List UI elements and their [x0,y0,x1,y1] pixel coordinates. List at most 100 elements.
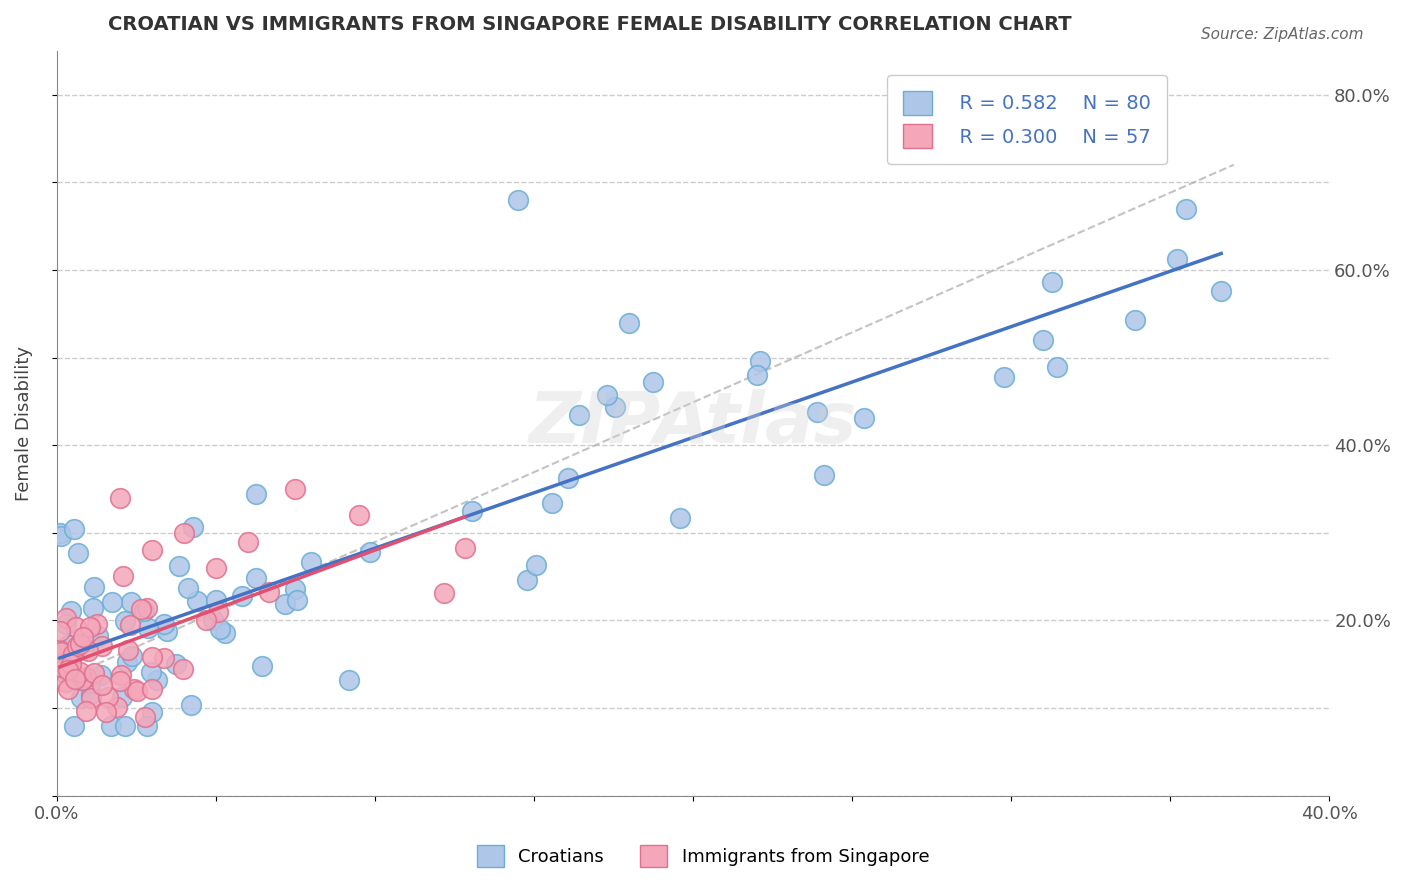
Y-axis label: Female Disability: Female Disability [15,346,32,500]
Point [605,400,627,414]
Point [284,582,307,596]
Point [541,496,564,510]
Point [66,546,89,560]
Point [82,600,104,615]
Point [49,651,72,665]
Text: ZIPAtlas: ZIPAtlas [529,389,858,458]
Point [51,529,73,543]
Point [87,629,110,643]
Point [177,581,200,595]
Point [136,719,159,733]
Point [111,569,134,583]
Point [55,666,77,681]
Point [86,617,108,632]
Point [165,657,187,672]
Point [245,571,267,585]
Point [120,595,142,609]
Point [110,491,132,505]
Point [125,684,148,698]
Point [80,687,103,701]
Point [748,354,770,368]
Point [91,678,114,692]
Point [83,665,105,680]
Point [433,586,456,600]
Point [79,620,101,634]
Point [72,673,94,687]
Point [257,584,280,599]
Point [49,526,72,541]
Point [55,675,77,690]
Point [1123,312,1146,326]
Point [1040,275,1063,289]
Point [806,404,828,418]
Point [208,622,231,636]
Point [204,561,226,575]
Point [207,605,229,619]
Point [619,316,641,330]
Point [138,621,160,635]
Point [105,699,128,714]
Point [63,719,86,733]
Point [1211,285,1233,299]
Point [70,691,93,706]
Point [90,668,112,682]
Point [114,614,136,628]
Point [60,604,83,618]
Text: CROATIAN VS IMMIGRANTS FROM SINGAPORE FEMALE DISABILITY CORRELATION CHART: CROATIAN VS IMMIGRANTS FROM SINGAPORE FE… [107,15,1071,34]
Point [1032,333,1054,347]
Point [180,698,202,712]
Point [186,594,208,608]
Point [91,640,114,654]
Point [141,681,163,696]
Point [205,593,228,607]
Point [337,673,360,687]
Point [111,690,134,705]
Point [55,611,77,625]
Point [454,541,477,555]
Point [285,593,308,607]
Point [49,624,72,638]
Point [75,704,97,718]
Point [156,624,179,639]
Point [153,650,176,665]
Point [284,482,307,496]
Point [129,601,152,615]
Point [669,510,692,524]
Point [236,534,259,549]
Point [557,471,579,485]
Text: Source: ZipAtlas.com: Source: ZipAtlas.com [1201,27,1364,42]
Point [201,613,224,627]
Point [134,604,156,618]
Point [274,598,297,612]
Point [596,388,619,402]
Point [83,580,105,594]
Point [79,633,101,648]
Point [51,657,73,671]
Point [121,648,143,663]
Point [134,710,156,724]
Point [141,649,163,664]
Point [813,468,835,483]
Point [745,368,768,383]
Point [101,595,124,609]
Point [115,655,138,669]
Point [51,660,73,674]
Point [75,670,97,684]
Point [993,369,1015,384]
Point [110,673,132,688]
Point [214,626,236,640]
Point [141,543,163,558]
Point [347,508,370,523]
Point [100,719,122,733]
Point [568,409,591,423]
Point [194,613,217,627]
Point [114,719,136,733]
Point [62,647,84,661]
Point [141,705,163,719]
Point [66,640,89,654]
Point [59,657,82,672]
Legend: Croatians, Immigrants from Singapore: Croatians, Immigrants from Singapore [470,838,936,874]
Point [69,637,91,651]
Point [49,658,72,673]
Point [63,522,86,536]
